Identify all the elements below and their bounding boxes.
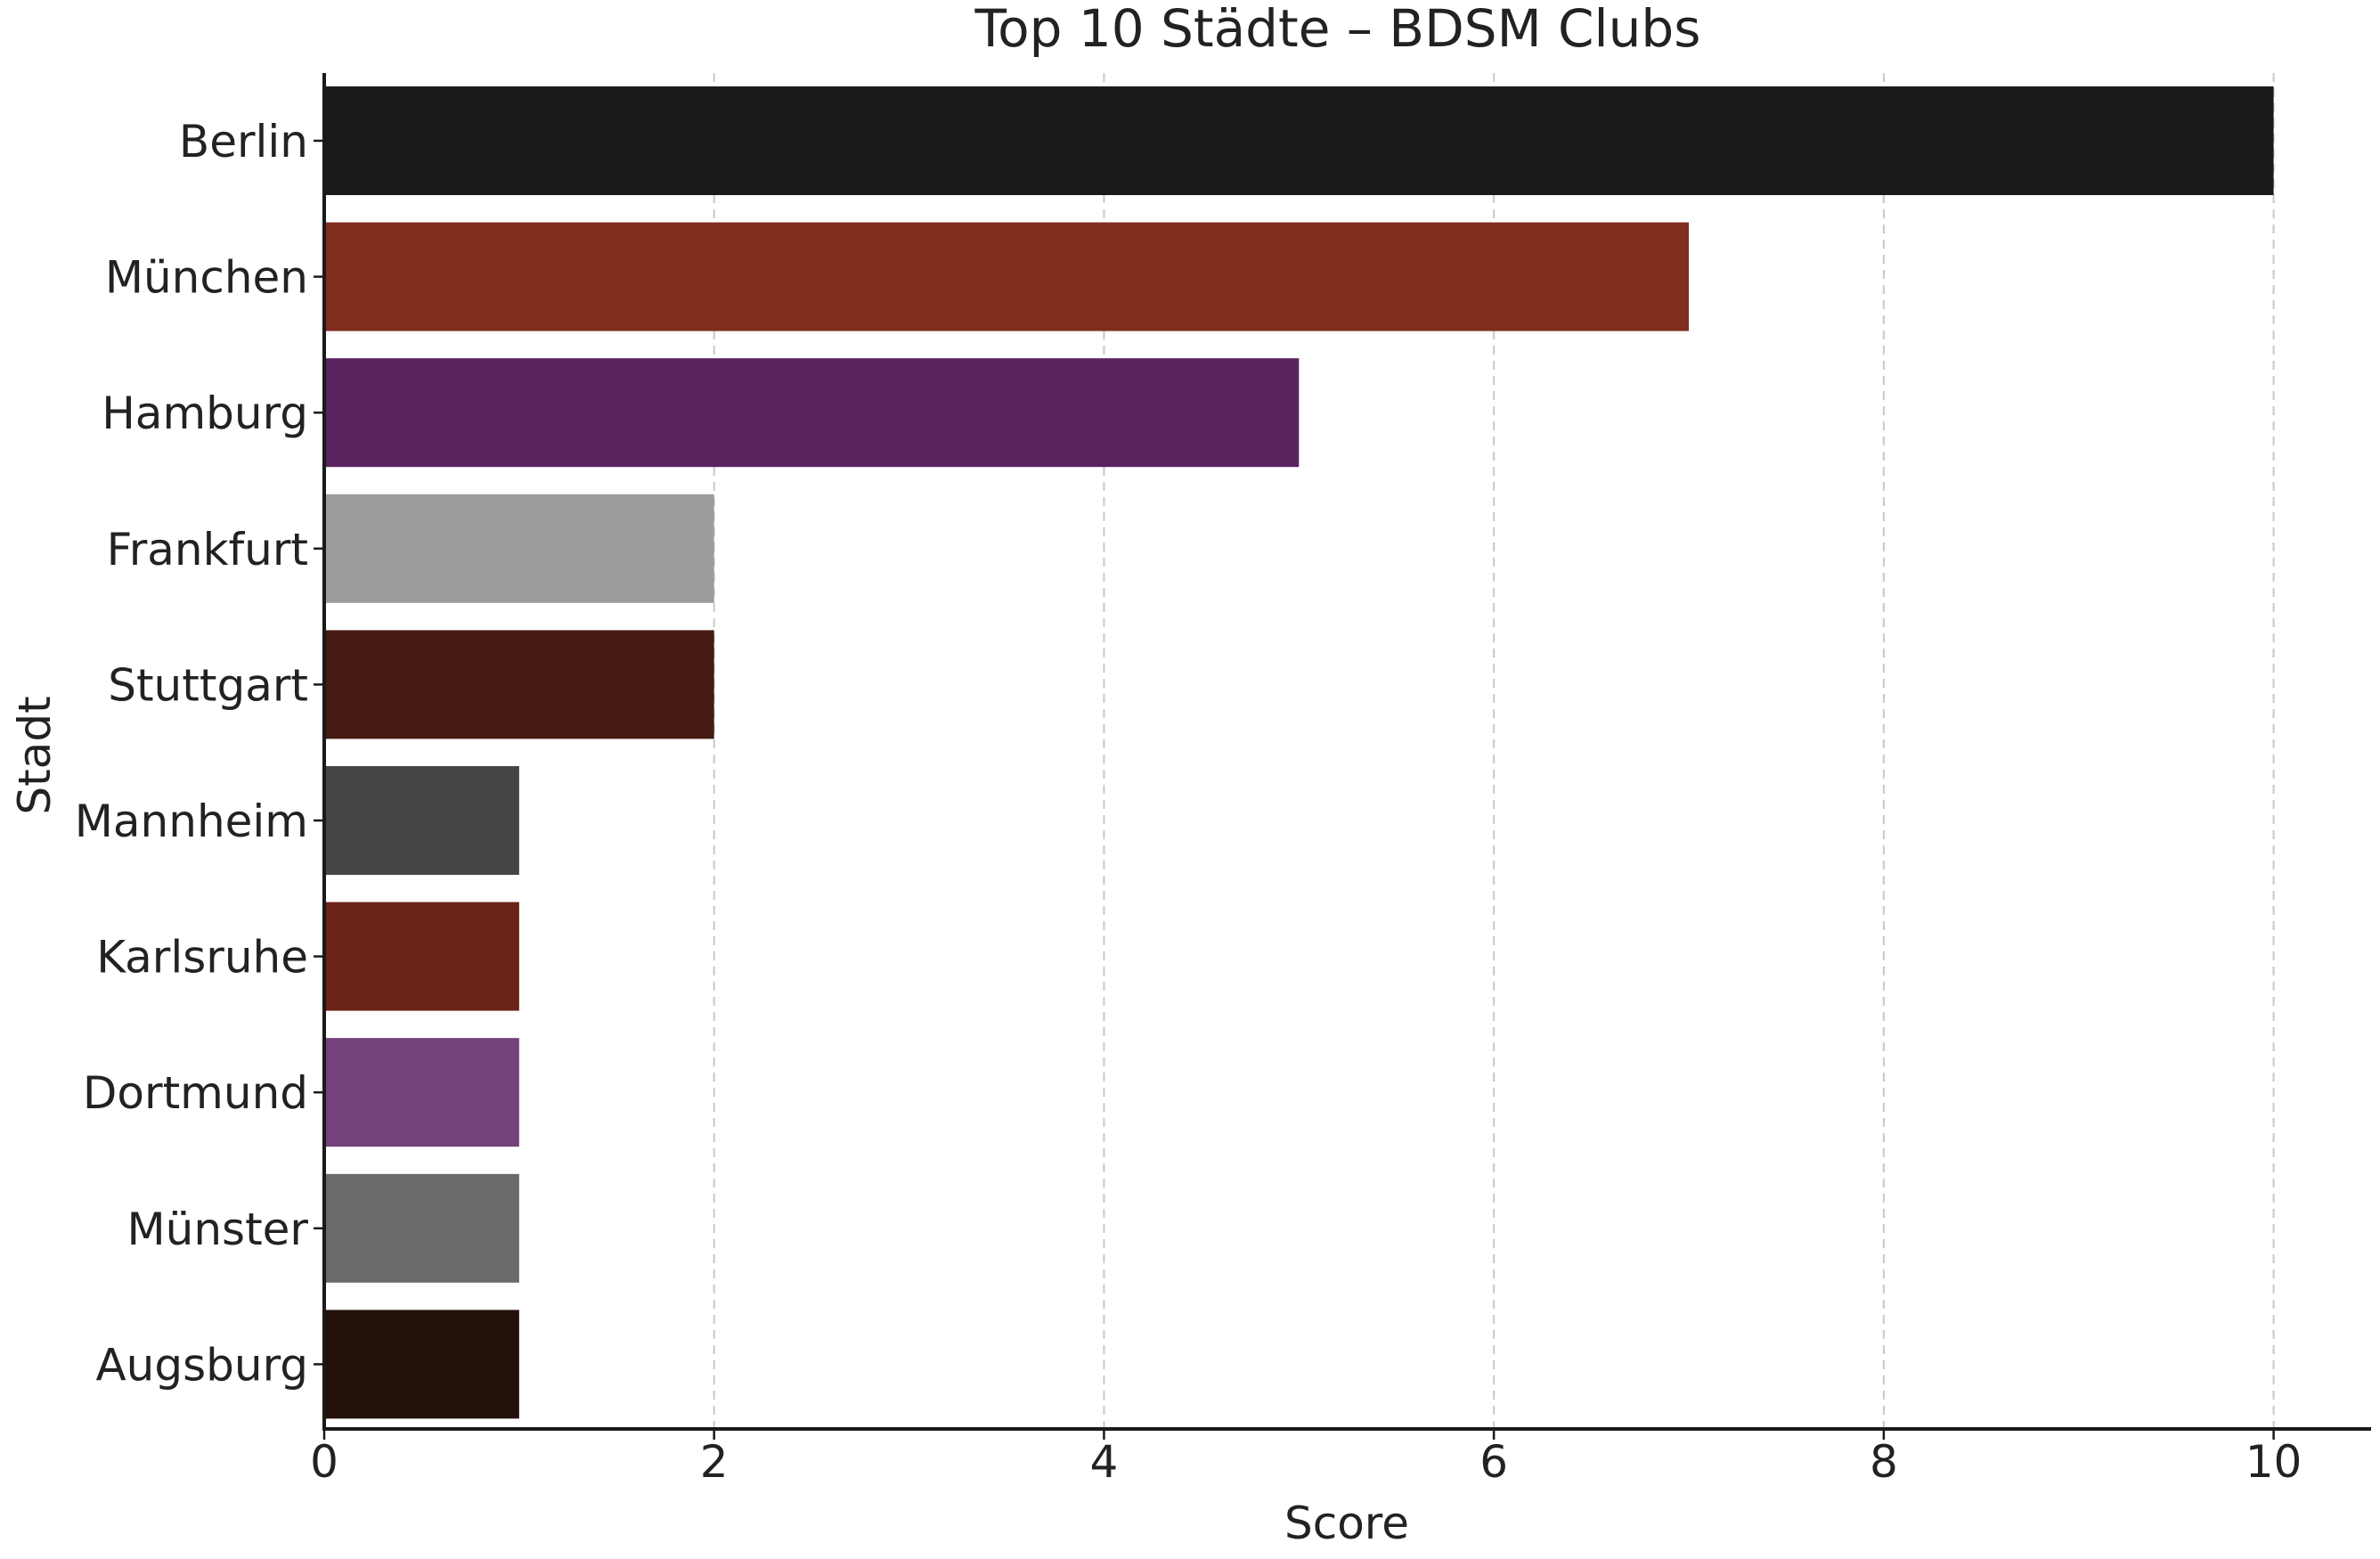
y-tick-label-münster: Münster [127, 1204, 309, 1255]
bar-münster [324, 1173, 519, 1283]
y-tick-label-stuttgart: Stuttgart [108, 659, 308, 711]
axes [322, 73, 2371, 1431]
bars [324, 86, 2274, 1419]
y-tick-label-augsburg: Augsburg [95, 1339, 308, 1391]
x-axis-label: Score [1284, 1498, 1409, 1549]
y-axis-label: Stadt [9, 696, 61, 814]
bar-karlsruhe [324, 902, 519, 1011]
bar-hamburg [324, 358, 1300, 468]
x-tick-label-6: 6 [1479, 1436, 1508, 1488]
bar-münchen [324, 222, 1689, 331]
y-tick-label-hamburg: Hamburg [102, 388, 308, 439]
bar-mannheim [324, 766, 519, 875]
x-tick-label-2: 2 [700, 1436, 729, 1488]
y-tick-label-karlsruhe: Karlsruhe [96, 932, 308, 984]
y-tick-label-mannheim: Mannheim [75, 796, 308, 847]
bar-berlin [324, 86, 2274, 195]
x-tick-label-10: 10 [2246, 1436, 2303, 1488]
y-tick-label-berlin: Berlin [179, 116, 308, 167]
y-ticks: Berlin München Hamburg Frankfurt Stuttgart Ma… [75, 116, 324, 1391]
bar-dortmund [324, 1038, 519, 1147]
bar-augsburg [324, 1310, 519, 1419]
x-tick-label-4: 4 [1090, 1436, 1119, 1488]
chart-title: Top 10 Städte – BDSM Clubs [974, 0, 1701, 59]
y-tick-label-frankfurt: Frankfurt [107, 524, 308, 575]
y-tick-label-dortmund: Dortmund [83, 1067, 308, 1119]
y-tick-label-münchen: München [105, 252, 308, 304]
x-tick-label-0: 0 [310, 1436, 338, 1488]
x-ticks: 0 2 4 6 8 10 [310, 1429, 2302, 1488]
bar-stuttgart [324, 630, 714, 739]
x-tick-label-8: 8 [1870, 1436, 1898, 1488]
bar-frankfurt [324, 494, 714, 603]
